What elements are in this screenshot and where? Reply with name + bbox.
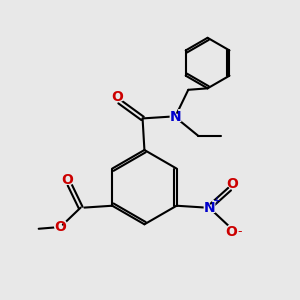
Text: O: O xyxy=(52,218,68,236)
Text: O: O xyxy=(62,173,74,187)
Text: -: - xyxy=(238,225,242,238)
Text: O: O xyxy=(112,90,124,104)
Text: N: N xyxy=(168,108,183,126)
Text: O: O xyxy=(110,88,125,106)
Text: O: O xyxy=(226,177,238,191)
Text: N: N xyxy=(203,201,215,214)
Text: O: O xyxy=(60,171,75,189)
Text: O: O xyxy=(54,220,66,234)
Text: +: + xyxy=(212,196,220,206)
Text: N: N xyxy=(169,110,181,124)
Text: N: N xyxy=(202,199,217,217)
Text: O: O xyxy=(226,225,238,239)
Text: O: O xyxy=(224,223,239,241)
Text: O: O xyxy=(225,175,240,193)
